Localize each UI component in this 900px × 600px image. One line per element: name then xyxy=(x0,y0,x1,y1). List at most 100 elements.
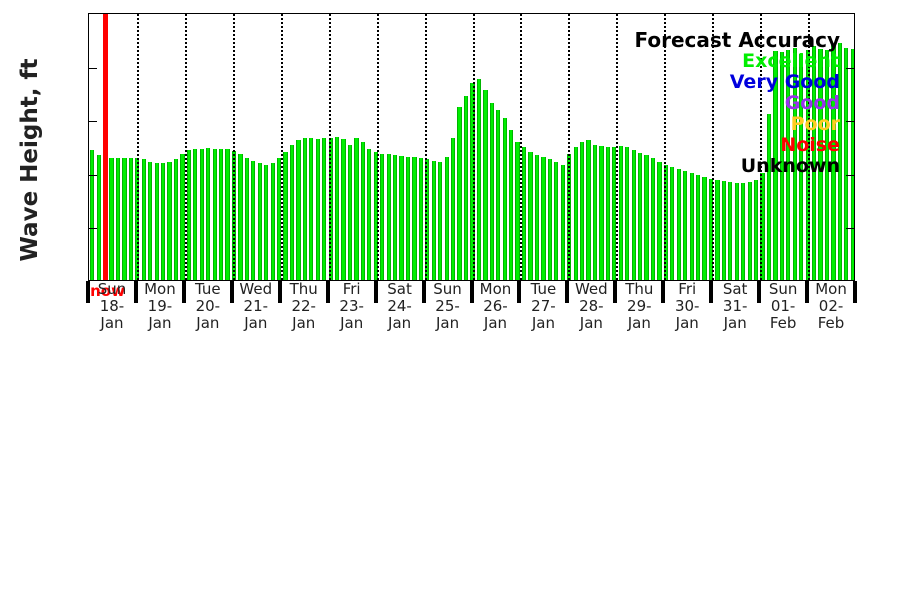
x-axis-day-tick xyxy=(229,281,234,303)
x-axis-day-label: Thu 29-Jan xyxy=(615,281,663,332)
day-separator xyxy=(472,14,475,280)
bar xyxy=(457,107,462,280)
x-axis-day-label: Wed 28-Jan xyxy=(567,281,615,332)
bar xyxy=(818,48,823,280)
y-axis-tick-mark xyxy=(89,67,97,69)
x-axis-day-tick xyxy=(517,281,522,303)
x-axis-day-tick xyxy=(661,281,666,303)
bar xyxy=(302,137,308,280)
y-axis-tick-mark xyxy=(846,174,854,176)
x-axis-day-label: Wed 21-Jan xyxy=(232,281,280,332)
bar xyxy=(612,147,617,280)
bar xyxy=(335,137,340,280)
day-date: 23-Jan xyxy=(339,297,364,332)
x-axis-day-label: Mon 26-Jan xyxy=(472,281,520,332)
day-date: 24-Jan xyxy=(387,297,412,332)
day-date: 02-Feb xyxy=(817,297,845,332)
day-separator xyxy=(664,14,667,280)
day-weekday: Fri xyxy=(342,280,361,298)
bar xyxy=(380,153,385,280)
bar xyxy=(489,103,494,280)
bar xyxy=(509,129,514,280)
day-weekday: Tue xyxy=(195,280,221,298)
x-axis-day-tick xyxy=(613,281,618,303)
x-axis-day-tick xyxy=(86,281,90,303)
bar xyxy=(173,158,179,280)
bar xyxy=(154,162,159,280)
bar xyxy=(695,174,701,280)
bar xyxy=(322,137,327,280)
x-axis-day-label: Sat 24-Jan xyxy=(376,281,424,332)
bar xyxy=(347,144,353,280)
x-axis-day-labels: Sun 18-Jan Mon 19-Jan Tue 20-Jan Wed 21-Jan Thu 2… xyxy=(86,280,857,332)
bar xyxy=(399,156,404,280)
bar xyxy=(309,137,314,280)
bar xyxy=(850,48,854,280)
bar xyxy=(219,148,224,280)
x-axis-day-label: Fri 30-Jan xyxy=(663,280,711,332)
y-axis-tick-mark xyxy=(89,174,97,176)
bar xyxy=(199,148,204,280)
bar xyxy=(90,150,95,280)
bar xyxy=(644,155,649,280)
bar xyxy=(502,117,507,280)
x-axis-day-tick xyxy=(133,281,138,303)
bar xyxy=(657,162,662,280)
x-axis-day-tick xyxy=(565,281,570,303)
bar xyxy=(476,79,482,280)
bar xyxy=(721,180,726,280)
x-axis-day-tick xyxy=(181,281,186,303)
bar xyxy=(579,141,585,280)
bar xyxy=(180,153,185,280)
bar xyxy=(167,161,172,280)
day-separator xyxy=(376,14,379,280)
day-date: 29-Jan xyxy=(627,297,652,332)
day-weekday: Fri xyxy=(678,280,697,298)
day-weekday: Thu xyxy=(289,280,318,298)
bar xyxy=(637,152,643,280)
bar xyxy=(212,149,217,280)
bar xyxy=(831,44,836,280)
day-separator xyxy=(712,14,715,280)
bar xyxy=(676,168,681,280)
x-axis-day-tick xyxy=(373,281,378,303)
bar xyxy=(786,49,791,280)
bar xyxy=(496,109,501,280)
bar xyxy=(683,170,688,280)
y-axis-tick-mark xyxy=(89,228,97,230)
bar xyxy=(592,144,598,280)
x-axis-day-tick xyxy=(469,281,474,303)
bar xyxy=(528,151,533,280)
x-axis-day-label: Tue 20-Jan xyxy=(184,280,232,332)
bar xyxy=(573,147,578,280)
bar xyxy=(115,158,121,280)
x-axis-day-label: Sun 18-Jan xyxy=(88,280,136,332)
bar xyxy=(560,165,565,280)
bar xyxy=(689,172,694,280)
bar xyxy=(122,158,127,280)
day-weekday: Sun xyxy=(433,280,462,298)
bar xyxy=(702,176,707,280)
x-axis-day-label: Fri 23-Jan xyxy=(328,280,376,332)
bar xyxy=(257,162,262,280)
bar xyxy=(715,180,720,280)
bar xyxy=(367,148,372,280)
x-axis-day-label: Sun 25-Jan xyxy=(424,280,472,332)
x-axis-day-label: Sat 31-Jan xyxy=(711,281,759,332)
day-weekday: Sun xyxy=(97,280,127,298)
bar xyxy=(650,158,656,280)
day-separator xyxy=(328,14,331,280)
bar xyxy=(728,181,733,280)
bar xyxy=(670,166,675,280)
bar xyxy=(341,139,346,280)
bar xyxy=(148,161,153,280)
bar xyxy=(605,147,610,280)
bar xyxy=(837,42,842,280)
day-weekday: Mon xyxy=(144,280,176,298)
x-axis-day-label: Mon 02-Feb xyxy=(807,280,855,332)
day-weekday: Mon xyxy=(815,280,847,298)
day-date: 21-Jan xyxy=(243,297,269,332)
bar xyxy=(734,182,739,280)
bar xyxy=(541,157,546,280)
bar xyxy=(618,146,623,280)
